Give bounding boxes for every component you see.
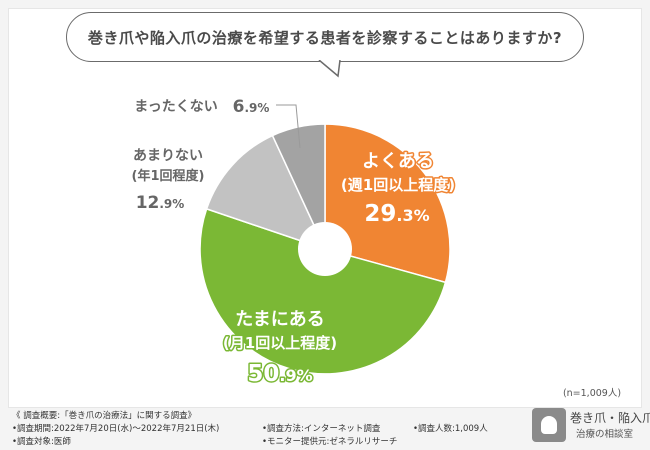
survey-period: •調査期間:2022年7月20日(水)〜2022年7月21日(木) <box>12 424 220 434</box>
label-often: よくある <box>362 151 434 172</box>
leader-line-never <box>276 104 301 149</box>
value-sometimes: 50.9% <box>247 361 312 387</box>
foot-logo-icon <box>532 408 566 442</box>
survey-subjects: •調査対象:医師 <box>12 437 71 447</box>
sample-size: (n=1,009人) <box>563 388 621 399</box>
value-rarely: 12.9% <box>136 193 185 213</box>
logo-subtitle: 治療の相談室 <box>576 429 634 440</box>
sublabel-sometimes: (月1回以上程度) <box>223 334 337 352</box>
donut-hole <box>298 222 352 276</box>
logo-name: 巻き爪・陥入爪 <box>570 411 650 425</box>
bubble-tail <box>318 60 341 78</box>
survey-provider: •モニター提供元:ゼネラルリサーチ <box>262 437 398 447</box>
sublabel-rarely: (年1回程度) <box>132 168 205 184</box>
survey-method: •調査方法:インターネット調査 <box>262 424 381 434</box>
survey-footer: 《 調査概要:「巻き爪の治療法」に関する調査》 •調査期間:2022年7月20日… <box>0 407 650 450</box>
value-never: 6.9% <box>233 97 270 117</box>
slice-rarely <box>205 134 327 251</box>
donut-chart: よくある (週1回以上程度) 29.3% たまにある (月1回以上程度) 50.9% あまり… <box>132 97 622 399</box>
survey-respondents: •調査人数:1,009人 <box>413 424 488 434</box>
question-text: 巻き爪や陥入爪の治療を希望する患者を診察することはありますか? <box>87 28 563 47</box>
slice-sometimes <box>199 207 447 375</box>
label-rarely: あまりない <box>133 148 203 164</box>
survey-overview: 《 調査概要:「巻き爪の治療法」に関する調査》 <box>12 411 197 421</box>
value-often: 29.3% <box>364 201 429 227</box>
label-never: まったくない <box>134 99 217 115</box>
question-bubble: 巻き爪や陥入爪の治療を希望する患者を診察することはありますか? <box>66 12 584 62</box>
label-sometimes: たまにある <box>235 309 324 330</box>
clinic-logo: 巻き爪・陥入爪 治療の相談室 <box>530 406 650 446</box>
slice-often <box>324 123 451 284</box>
sublabel-often: (週1回以上程度) <box>341 176 455 194</box>
